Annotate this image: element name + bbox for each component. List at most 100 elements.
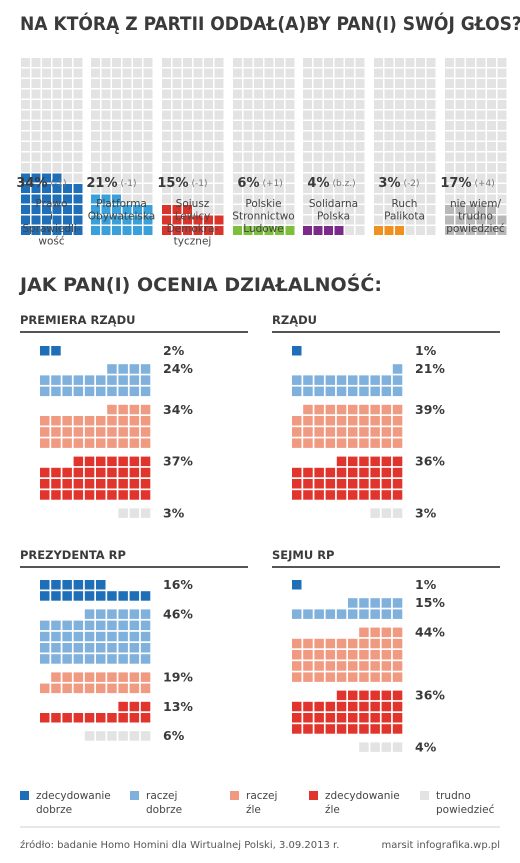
- panel-title: PREMIERA RZĄDU: [20, 313, 135, 327]
- party-cell-empty: [497, 58, 507, 67]
- party-cell-empty: [384, 142, 394, 151]
- party-cell-empty: [395, 142, 404, 151]
- rating-cell: [51, 490, 61, 500]
- rating-cell: [381, 742, 392, 752]
- rating-cell: [370, 701, 380, 712]
- rating-cell: [51, 683, 61, 694]
- section-title: JAK PAN(I) OCENIA DZIAŁALNOŚĆ:: [18, 272, 382, 296]
- legend-label: źle: [246, 804, 261, 816]
- rating-cell: [336, 690, 347, 701]
- party-cell-filled: [193, 226, 203, 235]
- party-cell-empty: [395, 58, 404, 67]
- party-cell-empty: [122, 89, 132, 99]
- rating-cell: [381, 661, 392, 671]
- party-cell-filled: [101, 215, 111, 225]
- party-cell-empty: [63, 110, 72, 120]
- party-cell-empty: [345, 142, 354, 151]
- party-cell-empty: [31, 68, 41, 78]
- party-cell-empty: [91, 142, 100, 151]
- rating-cell: [40, 386, 50, 397]
- rating-cell: [292, 650, 302, 660]
- party-cell-empty: [426, 79, 436, 88]
- party-cell-empty: [303, 110, 312, 120]
- party-cell-filled: [91, 194, 100, 204]
- party-cell-filled: [143, 215, 153, 225]
- party-cell-empty: [243, 68, 253, 78]
- party-cell-empty: [52, 121, 62, 130]
- party-cell-empty: [264, 100, 274, 109]
- party-percent: 3%: [378, 176, 400, 191]
- party-cell-filled: [133, 205, 142, 214]
- party-cell-empty: [275, 163, 284, 172]
- party-cell-empty: [214, 121, 224, 130]
- rating-cell: [73, 654, 84, 664]
- party-cell-empty: [21, 79, 30, 88]
- party-cell-empty: [214, 89, 224, 99]
- party-cell-filled: [172, 226, 182, 235]
- party-cell-empty: [254, 215, 263, 225]
- party-cell-filled: [264, 226, 274, 235]
- party-cell-empty: [384, 163, 394, 172]
- party-cell-empty: [416, 226, 425, 235]
- rating-cell: [359, 638, 369, 649]
- party-cell-empty: [334, 89, 344, 99]
- rating-cell: [292, 467, 302, 478]
- party-cell-empty: [63, 79, 72, 88]
- rating-cell: [129, 731, 140, 741]
- party-cell-filled: [122, 226, 132, 235]
- panel-title: RZĄDU: [272, 313, 317, 327]
- panel-percent: 36%: [415, 688, 445, 703]
- rating-cell: [359, 742, 369, 752]
- party-cell-empty: [497, 173, 507, 183]
- party-change: (-1): [51, 179, 67, 189]
- party-cell-empty: [395, 89, 404, 99]
- party-cell-empty: [384, 100, 394, 109]
- rating-cell: [303, 375, 313, 385]
- rating-cell: [129, 701, 140, 712]
- party-cell-empty: [63, 142, 72, 151]
- rating-cell: [140, 631, 151, 642]
- rating-cell: [314, 479, 324, 489]
- rating-cell: [129, 713, 140, 723]
- party-cell-empty: [324, 121, 333, 130]
- party-cell-empty: [183, 163, 192, 172]
- party-cell-empty: [133, 100, 142, 109]
- party-name: Demokra-: [167, 223, 219, 235]
- party-cell-empty: [384, 121, 394, 130]
- party-cell-empty: [243, 142, 253, 151]
- party-cell-empty: [395, 68, 404, 78]
- party-cell-empty: [426, 142, 436, 151]
- panel-percent: 39%: [415, 402, 445, 417]
- party-change: (+4): [475, 179, 495, 189]
- party-cell-empty: [101, 68, 111, 78]
- party-change: (+1): [263, 179, 283, 189]
- panel-percent: 16%: [163, 577, 193, 592]
- rating-cell: [96, 490, 106, 500]
- rating-cell: [303, 479, 313, 489]
- party-cell-empty: [101, 163, 111, 172]
- party-cell-empty: [405, 184, 415, 193]
- rating-cell: [381, 404, 392, 415]
- rating-cell: [73, 375, 84, 385]
- party-cell-empty: [355, 121, 365, 130]
- party-name: Ludowe: [243, 223, 283, 235]
- rating-cell: [336, 375, 347, 385]
- legend-label: trudno: [436, 790, 471, 802]
- rating-cell: [140, 456, 151, 467]
- party-cell-filled: [31, 173, 41, 183]
- rating-cell: [392, 386, 403, 397]
- party-cell-filled: [91, 215, 100, 225]
- party-cell-empty: [52, 110, 62, 120]
- party-cell-filled: [21, 194, 30, 204]
- party-cell-empty: [233, 173, 242, 183]
- party-cell-empty: [476, 79, 486, 88]
- rating-cell: [118, 609, 128, 619]
- party-cell-empty: [275, 58, 284, 67]
- rating-cell: [62, 672, 72, 682]
- party-cell-empty: [31, 58, 41, 67]
- party-cell-empty: [101, 89, 111, 99]
- party-cell-empty: [204, 89, 213, 99]
- party-cell-empty: [162, 184, 171, 193]
- party-cell-empty: [233, 89, 242, 99]
- party-cell-filled: [233, 226, 242, 235]
